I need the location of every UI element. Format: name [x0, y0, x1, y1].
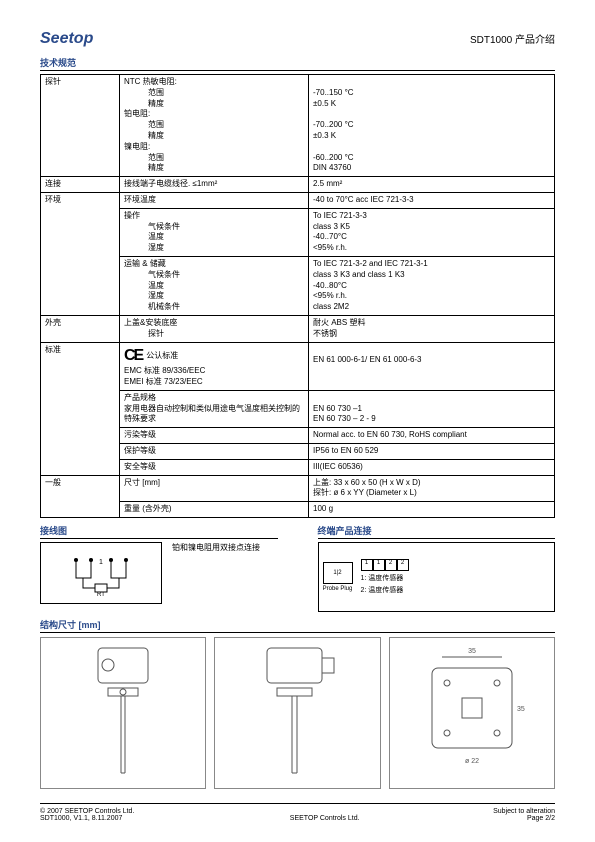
table-row: 连接 接线端子电缆线径. ≤1mm² 2.5 mm² [41, 177, 555, 193]
cell: 上盖: 33 x 60 x 50 (H x W x D) 探针: ø 6 x Y… [309, 475, 555, 502]
section-terminal-title: 终端产品连接 [318, 524, 556, 539]
cell: 接线端子电缆线径. ≤1mm² [120, 177, 309, 193]
cell: EN 61 000-6-1/ EN 61 000-6-3 [309, 342, 555, 390]
cell: 外壳 [41, 315, 120, 342]
svg-text:35: 35 [468, 648, 476, 655]
structure-diagrams: 35 35 ø 22 [40, 637, 555, 789]
table-row: 外壳 上盖&安装底座 探针 耐火 ABS 塑料 不锈钢 [41, 315, 555, 342]
ce-icon: CE [124, 345, 142, 367]
cell: -40 to 70°C acc IEC 721-3-3 [309, 192, 555, 208]
svg-text:35: 35 [517, 706, 525, 713]
cell: 重量 (含外壳) [120, 502, 309, 518]
terminal-diagram-row: 1|2 Probe Plug 1 1 2 2 1: 温度传感器 2: 温度传感器 [318, 542, 556, 612]
cell: To IEC 721-3-2 and IEC 721-3-1 class 3 K… [309, 256, 555, 315]
brand-logo: Seetop [40, 30, 93, 48]
footer-company: SEETOP Controls Ltd. [290, 815, 360, 822]
doc-title: SDT1000 产品介绍 [470, 31, 555, 46]
cell: III(IEC 60536) [309, 459, 555, 475]
cell: To IEC 721-3-3 class 3 K5 -40..70°C <95%… [309, 208, 555, 256]
page-header: Seetop SDT1000 产品介绍 [40, 30, 555, 48]
section-struct-title: 结构尺寸 [mm] [40, 618, 555, 633]
cell: EN 60 730 –1 EN 60 730 – 2 - 9 [309, 390, 555, 427]
cell: 探针 [41, 75, 120, 177]
wiring-icon: 1 RT [51, 548, 151, 598]
wiring-diagram-row: 1 RT 铂和镍电阻用双接点连接 [40, 542, 278, 604]
svg-text:RT: RT [97, 592, 105, 598]
struct-front-icon [83, 643, 163, 783]
cell: 产品规格 家用电器自动控制和类似用途电气温度相关控制的特殊要求 [120, 390, 309, 427]
cell: -70..150 °C ±0.5 K -70..200 °C ±0.3 K -6… [309, 75, 555, 177]
cell: 连接 [41, 177, 120, 193]
table-row: 标准 CE公认标准 EMC 标准 89/336/EEC EMEI 标准 73/2… [41, 342, 555, 390]
cell: 运输 & 储藏 气候条件 温度 湿度 机械条件 [120, 256, 309, 315]
cell: 环境 [41, 192, 120, 315]
cell: NTC 热敏电阻: 范围 精度 铂电阻: 范围 精度 镍电阻: 范围 精度 [120, 75, 309, 177]
cell: 2.5 mm² [309, 177, 555, 193]
struct-side-view [214, 637, 380, 789]
footer-version: SDT1000, V1.1, 8.11.2007 [40, 815, 122, 822]
cell: 上盖&安装底座 探针 [120, 315, 309, 342]
table-row: 探针 NTC 热敏电阻: 范围 精度 铂电阻: 范围 精度 镍电阻: 范围 精度… [41, 75, 555, 177]
svg-text:ø 22: ø 22 [465, 758, 479, 765]
spec-table: 探针 NTC 热敏电阻: 范围 精度 铂电阻: 范围 精度 镍电阻: 范围 精度… [40, 74, 555, 518]
table-row: 一般 尺寸 [mm] 上盖: 33 x 60 x 50 (H x W x D) … [41, 475, 555, 502]
section-wiring-title: 接线图 [40, 524, 278, 539]
footer-alteration: Subject to alteration [493, 808, 555, 815]
footer-copyright: © 2007 SEETOP Controls Ltd. [40, 808, 134, 815]
struct-front-view [40, 637, 206, 789]
svg-text:1: 1 [99, 559, 103, 566]
cell: 操作 气候条件 温度 湿度 [120, 208, 309, 256]
cell: 安全等级 [120, 459, 309, 475]
cell: IP56 to EN 60 529 [309, 443, 555, 459]
footer-page: Page 2/2 [527, 815, 555, 822]
cell: Normal acc. to EN 60 730, RoHS compliant [309, 428, 555, 444]
wiring-diagram: 1 RT [40, 542, 162, 604]
struct-side-icon [257, 643, 337, 783]
section-spec-title: 技术规范 [40, 56, 555, 71]
cell: 保护等级 [120, 443, 309, 459]
table-row: 环境 环境温度 -40 to 70°C acc IEC 721-3-3 [41, 192, 555, 208]
struct-base-view: 35 35 ø 22 [389, 637, 555, 789]
cell: 100 g [309, 502, 555, 518]
cell: 尺寸 [mm] [120, 475, 309, 502]
page-footer: © 2007 SEETOP Controls Ltd. Subject to a… [40, 803, 555, 822]
cell: CE公认标准 EMC 标准 89/336/EEC EMEI 标准 73/23/E… [120, 342, 309, 390]
cell: 标准 [41, 342, 120, 475]
terminal-diagram: 1|2 Probe Plug 1 1 2 2 1: 温度传感器 2: 温度传感器 [318, 542, 556, 612]
cell: 污染等级 [120, 428, 309, 444]
cell: 一般 [41, 475, 120, 517]
wiring-note: 铂和镍电阻用双接点连接 [172, 542, 260, 553]
cell: 耐火 ABS 塑料 不锈钢 [309, 315, 555, 342]
struct-base-icon: 35 35 ø 22 [412, 643, 532, 783]
cell: 环境温度 [120, 192, 309, 208]
